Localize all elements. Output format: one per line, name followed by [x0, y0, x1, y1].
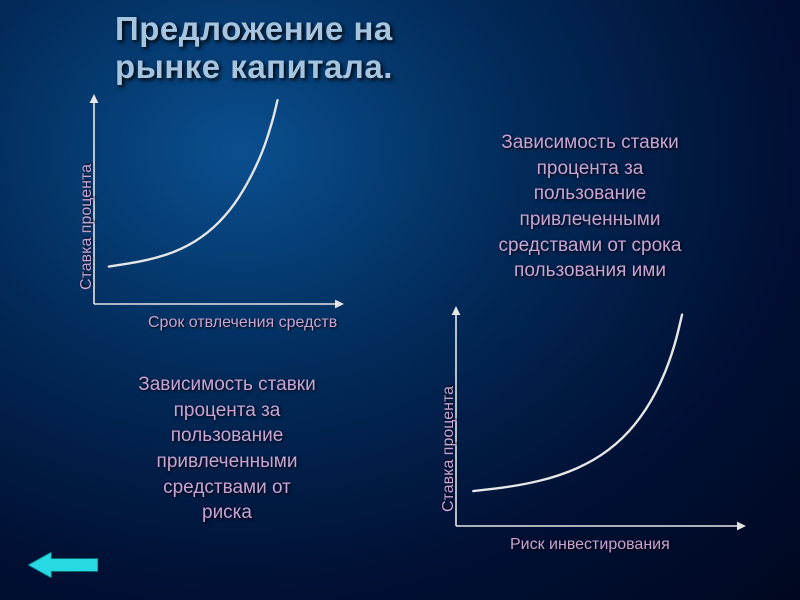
description-risk: Зависимость ставкипроцента запользование… [82, 372, 372, 526]
chart-risk [450, 302, 750, 532]
chart-term [88, 90, 348, 310]
chart-risk-y-axis-label: Ставка процента [440, 386, 458, 512]
chart-term-x-axis-label: Срок отвлечения средств [148, 314, 337, 332]
chart-term-y-axis-label: Ставка процента [78, 164, 96, 290]
description-term: Зависимость ставкипроцента запользование… [430, 130, 750, 284]
chart-risk-x-axis-label: Риск инвестирования [510, 536, 670, 554]
previous-slide-button[interactable] [28, 552, 98, 578]
slide-title: Предложение нарынке капитала. [115, 10, 393, 86]
slide: Предложение нарынке капитала. Ставка про… [0, 0, 800, 600]
